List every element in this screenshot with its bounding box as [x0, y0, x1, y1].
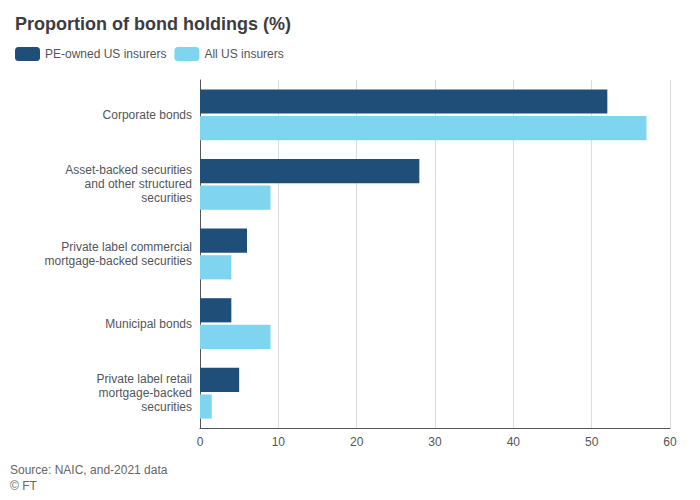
- svg-text:60: 60: [663, 435, 677, 449]
- svg-text:20: 20: [350, 435, 364, 449]
- svg-text:10: 10: [272, 435, 286, 449]
- svg-text:Asset-backed securities: Asset-backed securities: [65, 163, 192, 177]
- svg-text:Private label retail: Private label retail: [97, 372, 192, 386]
- svg-text:mortgage-backed: mortgage-backed: [99, 386, 192, 400]
- svg-text:securities: securities: [141, 400, 192, 414]
- svg-text:Municipal bonds: Municipal bonds: [105, 317, 192, 331]
- svg-text:securities: securities: [141, 191, 192, 205]
- svg-text:mortgage-backed securities: mortgage-backed securities: [45, 254, 192, 268]
- svg-text:PE-owned US insurers: PE-owned US insurers: [45, 47, 166, 61]
- svg-text:0: 0: [197, 435, 204, 449]
- svg-text:40: 40: [507, 435, 521, 449]
- svg-text:All US insurers: All US insurers: [204, 47, 283, 61]
- svg-text:30: 30: [428, 435, 442, 449]
- svg-text:© FT: © FT: [10, 479, 38, 493]
- svg-text:Source: NAIC, and-2021 data: Source: NAIC, and-2021 data: [10, 463, 168, 477]
- svg-text:Private label commercial: Private label commercial: [61, 240, 192, 254]
- svg-text:Corporate bonds: Corporate bonds: [103, 108, 192, 122]
- svg-text:and other structured: and other structured: [85, 177, 192, 191]
- svg-text:50: 50: [585, 435, 599, 449]
- svg-text:Proportion of bond holdings (%: Proportion of bond holdings (%): [15, 14, 291, 34]
